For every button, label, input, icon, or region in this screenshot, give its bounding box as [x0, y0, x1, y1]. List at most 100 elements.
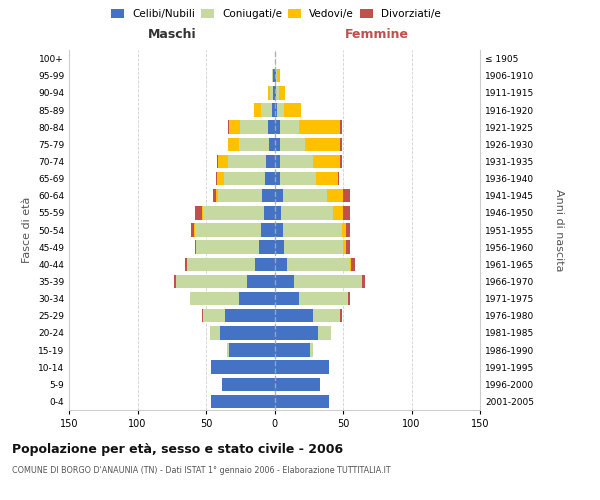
Bar [280, 154, 313, 168]
Bar [220, 326, 275, 340]
Bar [176, 274, 247, 288]
Bar [272, 104, 275, 117]
Bar [334, 206, 343, 220]
Bar [346, 224, 350, 236]
Bar [215, 189, 218, 202]
Bar [195, 224, 261, 236]
Bar [346, 240, 350, 254]
Bar [263, 206, 275, 220]
Bar [275, 154, 280, 168]
Bar [280, 120, 299, 134]
Bar [228, 120, 229, 134]
Bar [266, 154, 275, 168]
Bar [228, 138, 239, 151]
Bar [340, 120, 341, 134]
Bar [256, 258, 275, 271]
Bar [275, 120, 280, 134]
Bar [340, 154, 341, 168]
Bar [261, 104, 272, 117]
Bar [273, 86, 275, 100]
Bar [340, 138, 341, 151]
Bar [271, 86, 273, 100]
Bar [275, 309, 313, 322]
Bar [278, 86, 286, 100]
Bar [338, 172, 339, 186]
Bar [276, 69, 277, 82]
Bar [299, 292, 349, 306]
Bar [283, 224, 341, 236]
Bar [185, 258, 187, 271]
Bar [262, 189, 275, 202]
Bar [273, 69, 275, 82]
Bar [217, 154, 218, 168]
Bar [275, 292, 299, 306]
Bar [340, 309, 341, 322]
Bar [202, 206, 203, 220]
Bar [349, 292, 350, 306]
Bar [187, 258, 256, 271]
Bar [287, 258, 350, 271]
Bar [261, 224, 275, 236]
Bar [224, 172, 265, 186]
Bar [275, 189, 283, 202]
Bar [275, 224, 283, 236]
Text: Popolazione per età, sesso e stato civile - 2006: Popolazione per età, sesso e stato civil… [12, 442, 343, 456]
Bar [343, 189, 350, 202]
Bar [316, 172, 338, 186]
Bar [217, 172, 224, 186]
Bar [275, 240, 284, 254]
Bar [284, 104, 301, 117]
Bar [211, 394, 275, 408]
Bar [210, 326, 220, 340]
Bar [350, 258, 351, 271]
Y-axis label: Fasce di età: Fasce di età [22, 197, 32, 263]
Bar [275, 344, 310, 356]
Bar [277, 104, 284, 117]
Bar [275, 138, 280, 151]
Bar [275, 258, 287, 271]
Text: Femmine: Femmine [345, 28, 409, 42]
Bar [229, 120, 240, 134]
Bar [310, 344, 313, 356]
Bar [280, 172, 316, 186]
Bar [203, 309, 225, 322]
Bar [299, 120, 340, 134]
Bar [319, 326, 331, 340]
Bar [272, 69, 273, 82]
Bar [275, 104, 277, 117]
Bar [229, 344, 275, 356]
Bar [362, 274, 365, 288]
Bar [269, 138, 275, 151]
Bar [218, 154, 228, 168]
Bar [254, 104, 261, 117]
Bar [227, 344, 229, 356]
Bar [275, 378, 320, 391]
Bar [277, 69, 280, 82]
Bar [190, 292, 239, 306]
Bar [283, 189, 326, 202]
Bar [218, 189, 262, 202]
Bar [239, 292, 275, 306]
Bar [341, 224, 346, 236]
Text: Maschi: Maschi [148, 28, 196, 42]
Bar [313, 154, 340, 168]
Bar [175, 274, 176, 288]
Bar [343, 240, 346, 254]
Text: COMUNE DI BORGO D'ANAUNIA (TN) - Dati ISTAT 1° gennaio 2006 - Elaborazione TUTTI: COMUNE DI BORGO D'ANAUNIA (TN) - Dati IS… [12, 466, 391, 475]
Bar [213, 189, 215, 202]
Bar [281, 206, 334, 220]
Bar [194, 224, 195, 236]
Bar [275, 326, 319, 340]
Bar [305, 138, 340, 151]
Y-axis label: Anni di nascita: Anni di nascita [554, 188, 563, 271]
Legend: Celibi/Nubili, Coniugati/e, Vedovi/e, Divorziati/e: Celibi/Nubili, Coniugati/e, Vedovi/e, Di… [107, 5, 445, 24]
Bar [195, 240, 196, 254]
Bar [215, 172, 217, 186]
Bar [275, 172, 280, 186]
Bar [275, 206, 281, 220]
Bar [326, 189, 343, 202]
Bar [284, 240, 343, 254]
Bar [276, 86, 278, 100]
Bar [280, 138, 305, 151]
Bar [203, 206, 263, 220]
